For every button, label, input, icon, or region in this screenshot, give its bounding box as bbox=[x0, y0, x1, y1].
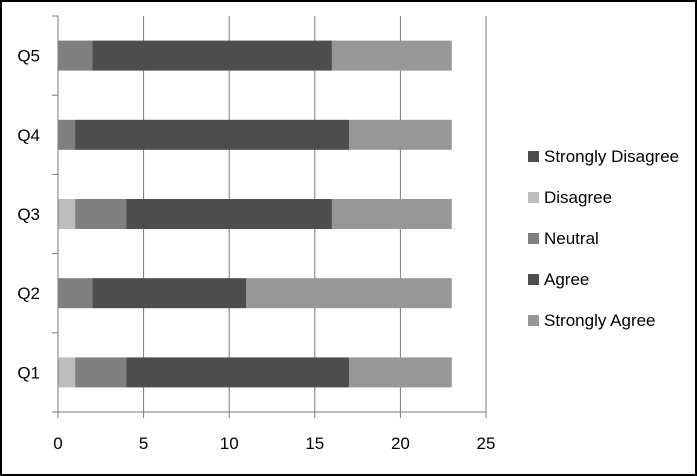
bar-segment-q1-agree bbox=[126, 357, 350, 388]
bar-segment-q3-disagree bbox=[58, 199, 76, 229]
bar-segment-q3-neutral bbox=[75, 199, 127, 229]
legend-swatch bbox=[528, 233, 539, 244]
y-tick-labels: Q1 Q2 Q3 Q4 Q5 bbox=[17, 47, 40, 383]
x-tick-label: 5 bbox=[139, 434, 148, 453]
legend-label: Strongly Agree bbox=[544, 311, 656, 330]
bar-segment-q2-neutral bbox=[58, 278, 93, 309]
bar-segment-q3-strongly-agree bbox=[331, 199, 452, 229]
x-tick-label: 0 bbox=[53, 434, 62, 453]
bar-segment-q3-agree bbox=[126, 199, 332, 229]
x-tick-label: 20 bbox=[391, 434, 410, 453]
bar-segment-q1-disagree bbox=[58, 357, 76, 388]
x-tick-label: 25 bbox=[477, 434, 496, 453]
axes bbox=[52, 15, 487, 418]
y-tick-label: Q2 bbox=[17, 284, 40, 303]
bar-segment-q5-strongly-agree bbox=[331, 40, 452, 71]
legend-label: Neutral bbox=[544, 229, 599, 248]
legend-label: Disagree bbox=[544, 188, 612, 207]
y-tick-label: Q4 bbox=[17, 126, 40, 145]
bar-segment-q4-neutral bbox=[58, 119, 76, 150]
legend-label: Strongly Disagree bbox=[544, 147, 679, 166]
y-tick-label: Q1 bbox=[17, 363, 40, 382]
legend-swatch bbox=[528, 274, 539, 285]
bar-segment-q1-neutral bbox=[75, 357, 127, 388]
bar-segment-q4-strongly-agree bbox=[349, 119, 452, 150]
legend-label: Agree bbox=[544, 270, 589, 289]
legend-swatch bbox=[528, 192, 539, 203]
x-tick-label: 15 bbox=[305, 434, 324, 453]
bar-segment-q5-agree bbox=[92, 40, 332, 71]
x-tick-label: 10 bbox=[220, 434, 239, 453]
legend-swatch bbox=[528, 151, 539, 162]
y-tick-label: Q3 bbox=[17, 205, 40, 224]
x-tick-labels: 0 5 10 15 20 25 bbox=[53, 434, 495, 453]
bar-segment-q2-agree bbox=[92, 278, 247, 309]
bar-segment-q1-strongly-agree bbox=[349, 357, 452, 388]
bar-segment-q5-neutral bbox=[58, 40, 93, 71]
bar-segment-q4-agree bbox=[75, 119, 350, 150]
legend-swatch bbox=[528, 315, 539, 326]
bar-segment-q2-strongly-agree bbox=[246, 278, 452, 309]
legend: Strongly Disagree Disagree Neutral Agree Str… bbox=[528, 147, 679, 330]
y-tick-label: Q5 bbox=[17, 47, 40, 66]
bars bbox=[58, 40, 452, 388]
